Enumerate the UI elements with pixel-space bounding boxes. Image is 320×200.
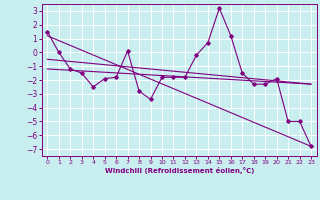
X-axis label: Windchill (Refroidissement éolien,°C): Windchill (Refroidissement éolien,°C)	[105, 167, 254, 174]
